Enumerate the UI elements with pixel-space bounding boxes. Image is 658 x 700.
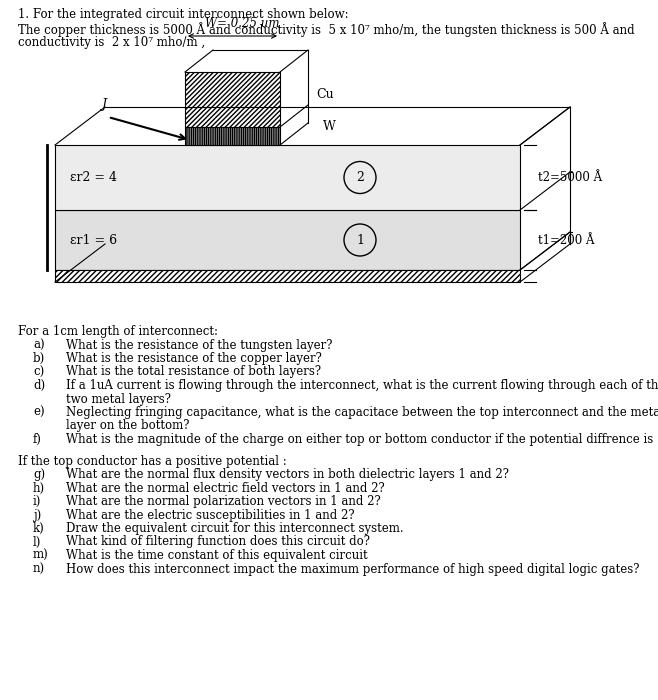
Text: The copper thickness is 5000 Å and conductivity is  5 x 10⁷ mho/m, the tungsten : The copper thickness is 5000 Å and condu… [18,22,634,37]
Text: If a 1uA current is flowing through the interconnect, what is the current flowin: If a 1uA current is flowing through the … [66,379,658,392]
Text: If the top conductor has a positive potential :: If the top conductor has a positive pote… [18,454,287,468]
Text: W: W [323,120,336,132]
Text: Draw the equivalent circuit for this interconnect system.: Draw the equivalent circuit for this int… [66,522,403,535]
Bar [185,127,280,145]
Text: 2: 2 [356,171,364,184]
Text: What is the magnitude of the charge on either top or bottom conductor if the pot: What is the magnitude of the charge on e… [66,433,658,446]
Text: f): f) [33,433,42,446]
Text: e): e) [33,406,45,419]
Text: b): b) [33,352,45,365]
Text: What are the normal electric field vectors in 1 and 2?: What are the normal electric field vecto… [66,482,385,494]
Text: W= 0.25 um: W= 0.25 um [205,17,280,30]
Text: l): l) [33,536,41,549]
Text: layer on the bottom?: layer on the bottom? [66,419,190,433]
Bar [185,72,280,127]
Text: Neglecting fringing capacitance, what is the capacitace between the top intercon: Neglecting fringing capacitance, what is… [66,406,658,419]
Bar [55,145,520,210]
Text: d): d) [33,379,45,392]
Text: 1: 1 [356,234,364,246]
Text: a): a) [33,339,45,351]
Text: What is the time constant of this equivalent circuit: What is the time constant of this equiva… [66,549,368,562]
Text: i): i) [33,495,41,508]
Bar [55,270,520,282]
Text: What are the normal polarization vectors in 1 and 2?: What are the normal polarization vectors… [66,495,381,508]
Text: k): k) [33,522,45,535]
Text: two metal layers?: two metal layers? [66,393,171,405]
Text: What are the electric susceptibilities in 1 and 2?: What are the electric susceptibilities i… [66,508,355,522]
Text: J: J [101,98,106,111]
Text: What are the normal flux density vectors in both dielectric layers 1 and 2?: What are the normal flux density vectors… [66,468,509,481]
Text: What kind of filtering function does this circuit do?: What kind of filtering function does thi… [66,536,370,549]
Text: What is the resistance of the copper layer?: What is the resistance of the copper lay… [66,352,322,365]
Bar [55,210,520,270]
Text: conductivity is  2 x 10⁷ mho/m ,: conductivity is 2 x 10⁷ mho/m , [18,36,205,49]
Text: t2=5000 Å: t2=5000 Å [538,171,602,184]
Text: Cu: Cu [316,88,334,101]
Text: For a 1cm length of interconnect:: For a 1cm length of interconnect: [18,325,218,338]
Text: How does this interconnect impact the maximum performance of high speed digital : How does this interconnect impact the ma… [66,563,640,575]
Text: What is the total resistance of both layers?: What is the total resistance of both lay… [66,365,321,379]
Text: What is the resistance of the tungsten layer?: What is the resistance of the tungsten l… [66,339,332,351]
Text: εr2 = 4: εr2 = 4 [70,171,117,184]
Text: g): g) [33,468,45,481]
Text: 1. For the integrated circuit interconnect shown below:: 1. For the integrated circuit interconne… [18,8,349,21]
Text: εr1 = 6: εr1 = 6 [70,234,117,246]
Text: j): j) [33,508,41,522]
Text: c): c) [33,365,44,379]
Text: m): m) [33,549,49,562]
Text: n): n) [33,563,45,575]
Text: h): h) [33,482,45,494]
Text: t1=200 Å: t1=200 Å [538,234,594,246]
